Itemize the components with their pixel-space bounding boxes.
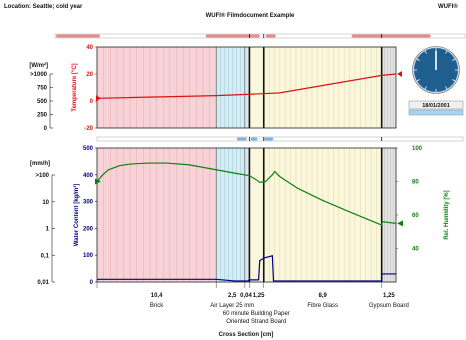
water-content-tick-label: 300 [83,200,94,206]
date-label: 18/01/2001 [422,103,450,109]
humidity-tick-label: 80 [412,180,419,186]
mid-strip-seg [236,137,247,141]
layer-band-top [216,47,245,128]
top-strip [54,33,466,39]
layer-name: Air Layer 25 mm [210,303,254,309]
radiation-tick-label: 250 [37,113,48,119]
top-strip-mid [205,34,260,38]
top-strip-left [56,34,100,38]
clock-tick [452,79,456,82]
clock-tick [452,58,456,61]
radiation-tick-label: 0 [44,126,48,132]
layer-name: Brick [150,303,164,309]
temperature-left-marker [96,95,101,102]
layer-name: Fibre Glass [307,303,338,309]
date-box [408,100,464,110]
clock-tick [424,50,427,54]
rain-tick-label: 10 [42,200,49,206]
clock-tick [416,79,420,82]
layer-name: Oriented Strand Board [226,319,286,325]
water-content-tick-label: 0 [90,280,94,286]
radiation-axis-label: [W/m²] [29,62,48,69]
layer-name: Gypsum Board [369,303,409,309]
temperature-tick-label: -20 [84,126,93,132]
top-strip-right [351,34,431,38]
mid-strip-seg [250,137,258,141]
cross-section-axis-label: Cross Section [cm] [219,332,274,338]
water-content-tick-label: 400 [83,173,94,179]
mid-strip [96,136,464,142]
layer-thickness: 1,25 [383,293,395,299]
water-content-tick-label: 100 [83,253,94,259]
humidity-tick-label: 60 [412,213,419,219]
temperature-axis-label: Temperature [°C] [72,63,78,111]
layer-band-top [381,47,396,128]
layer-name: 60 minute Building Paper [223,311,290,317]
layer-band-bottom [244,148,250,282]
layer-thickness: 8,9 [319,293,328,299]
temperature-plot-frame [96,46,397,129]
humidity-tick-label: 40 [412,247,419,253]
layer-band-bottom [249,148,264,282]
temperature-tick-label: 0 [90,99,94,105]
temperature-tick-label: 20 [86,72,93,78]
humidity-line [96,162,397,226]
water-content-tick-label: 500 [83,146,94,152]
radiation-tick-label: 750 [37,86,48,92]
layer-band-top [249,47,264,128]
brand-label: WUFI® [438,4,458,10]
humidity-axis-label: Rel. Humidity [%] [444,190,450,239]
humidity-left-marker [95,178,101,185]
rain-axis-label: [mm/h] [30,161,50,167]
rain-tick-label: 1 [46,227,50,233]
top-strip-mid2 [265,34,276,38]
clock-tick [416,58,420,61]
humidity-tick-label: 100 [412,146,423,152]
radiation-tick-label: >1000 [30,72,48,78]
temperature-line [96,73,397,99]
water-content-axis-label: Water Content [kg/m³] [73,184,80,246]
water-content-tick-label: 200 [83,226,94,232]
temperature-right-marker [397,71,402,77]
chart-title: WUFI® Filmdocument Example [205,13,295,19]
mid-strip-seg [264,137,274,141]
radiation-tick-label: 500 [37,99,48,105]
layer-thickness: 0,04 [240,293,252,299]
temperature-tick-label: 40 [86,45,93,51]
water-content-line [97,254,396,282]
humidity-right-marker [397,220,403,227]
layer-thickness: 1,25 [253,293,265,299]
location-label: Location: Seattle; cold year [4,4,83,10]
date-progress-bar [408,109,464,116]
layer-band-bottom [381,148,396,282]
clock-tick [445,86,448,90]
layer-thickness: 10,4 [151,293,163,299]
rain-tick-label: 0,01 [37,280,49,286]
layer-band-bottom [216,148,245,282]
layer-band-top [244,47,250,128]
rain-tick-label: >100 [35,173,49,179]
clock-tick [445,50,448,54]
rain-tick-label: 0,1 [41,253,50,259]
layer-thickness: 2,5 [228,293,237,299]
clock-tick [424,86,427,90]
